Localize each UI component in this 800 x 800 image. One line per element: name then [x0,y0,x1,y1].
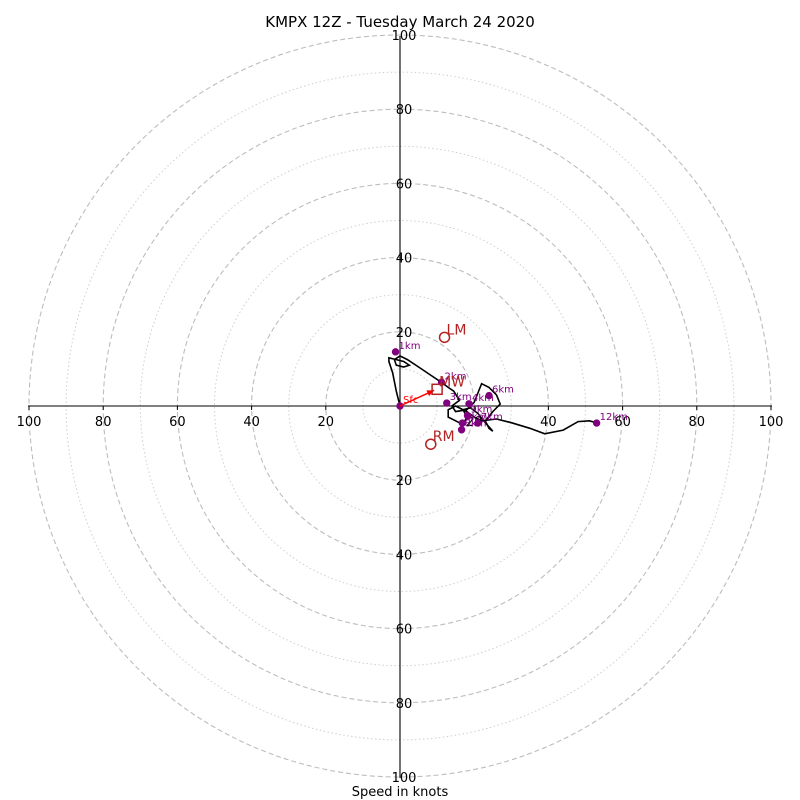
x-tick-label: 100 [17,415,42,430]
height-point-marker [592,419,601,427]
height-point-marker [465,400,473,408]
height-point-label: 12km [600,412,628,423]
y-tick-label: 20 [396,474,413,489]
mean-wind-marker [431,383,443,396]
y-tick-label: 80 [396,697,413,712]
height-point-label: 6km [492,385,514,396]
x-tick-label: 60 [169,415,186,430]
height-point-marker [474,419,482,427]
x-tick-label: 60 [614,415,631,430]
y-tick-label: 20 [396,326,413,341]
chart-title: KMPX 12Z - Tuesday March 24 2020 [265,13,535,31]
y-tick-label: 100 [392,771,417,786]
height-point-label: 2km [445,371,467,382]
x-axis-label: Speed in knots [352,785,449,800]
x-tick-label: 100 [759,415,784,430]
x-tick-label: 80 [689,415,706,430]
x-tick-label: 20 [318,415,335,430]
y-tick-label: 60 [396,623,413,638]
y-tick-label: 80 [396,103,413,118]
height-point-marker [457,426,466,434]
storm-motion-markers: LM MW RM [399,322,467,450]
height-point-marker [391,348,400,356]
y-tick-label: 60 [396,177,413,192]
height-point-label: 3km [450,392,472,403]
y-tick-label: 100 [392,29,417,44]
storm-motion-label: LM [447,322,467,338]
height-point-label: 1km [399,341,421,352]
y-tick-label: 40 [396,252,413,267]
height-point-label: 9km [471,405,493,416]
height-point-label: 8km [465,419,487,430]
x-tick-label: 80 [95,415,112,430]
tick-labels: 100 80 60 40 20 20 40 60 80 100100806040202040608… [17,29,784,786]
height-point-label: 4km [472,393,494,404]
x-tick-label: 40 [243,415,260,430]
height-point-label: 7km [481,412,503,423]
hodograph-line [388,354,597,435]
height-point-marker [443,399,451,407]
height-point-marker [485,391,493,400]
x-tick-label: 40 [540,415,557,430]
storm-motion-label: MW [439,374,465,390]
y-tick-label: 40 [396,548,413,563]
height-point-marker [463,411,472,420]
hodograph-trace [388,354,597,435]
storm-motion-marker [425,438,437,450]
storm-motion-marker [438,331,451,344]
height-point-label: 5km [465,412,487,423]
storm-motion-label: RM [433,429,455,445]
